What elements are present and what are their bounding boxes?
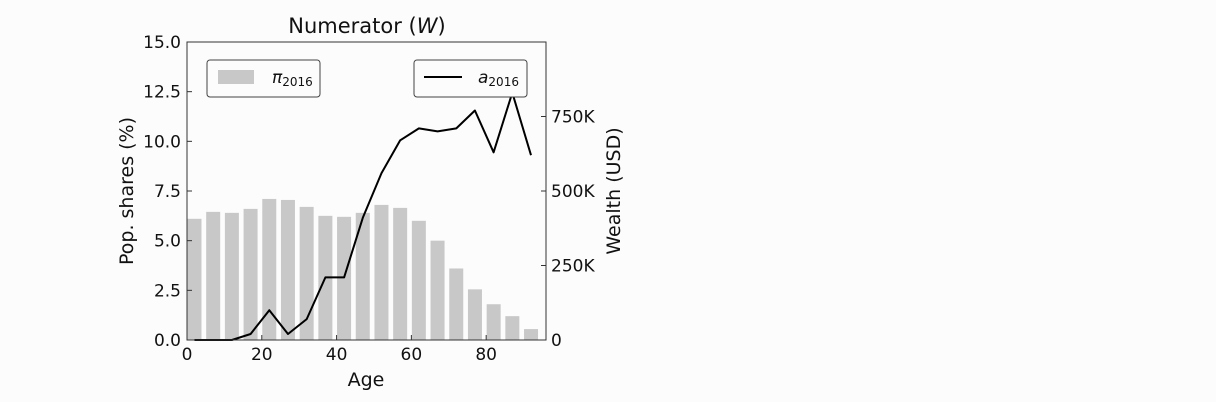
legend-bars-label: π2016 — [272, 68, 313, 89]
line-series — [194, 91, 532, 341]
right-y-axis: 0 250K 500K 750K — [541, 108, 595, 351]
bar — [486, 304, 501, 340]
bar — [299, 206, 314, 340]
x-tick-label: 40 — [326, 345, 348, 365]
x-tick-label: 0 — [182, 345, 193, 365]
bar-series — [187, 198, 539, 340]
bar — [355, 212, 370, 340]
bar — [224, 212, 239, 340]
bar — [337, 216, 352, 340]
legend-bars-swatch — [218, 70, 254, 84]
y-left-tick-label: 15.0 — [143, 33, 181, 53]
y-right-tick-label: 500K — [551, 182, 595, 202]
y-right-tick-label: 250K — [551, 257, 595, 277]
legend-line-label: a2016 — [478, 68, 519, 89]
right-y-axis-label: Wealth (USD) — [603, 127, 625, 254]
x-axis: 0 20 40 60 80 — [182, 335, 497, 365]
bar — [374, 204, 389, 340]
bar — [393, 207, 408, 340]
x-tick-label: 20 — [251, 345, 273, 365]
bar — [449, 268, 464, 340]
left-y-axis: 0.0 2.5 5.0 7.5 10.0 12.5 15.0 — [143, 33, 192, 351]
y-left-tick-label: 5.0 — [154, 232, 181, 252]
bar — [467, 289, 482, 340]
left-y-axis-label: Pop. shares (%) — [116, 117, 138, 265]
y-right-tick-label: 0 — [551, 331, 562, 351]
chart-title: Numerator (W) — [288, 14, 445, 38]
x-axis-label: Age — [348, 369, 385, 391]
legend-line-box — [413, 59, 528, 98]
x-tick-label: 80 — [475, 345, 497, 365]
legend-line: a2016 — [413, 59, 528, 98]
bar — [206, 211, 221, 340]
bar — [505, 316, 520, 340]
bar — [280, 199, 295, 340]
bar — [430, 240, 445, 340]
x-tick-label: 60 — [401, 345, 423, 365]
bar — [187, 218, 202, 340]
y-left-tick-label: 12.5 — [143, 83, 181, 103]
legend-bars-box — [206, 59, 321, 98]
y-right-tick-label: 750K — [551, 108, 595, 128]
bar — [524, 329, 539, 340]
wealth-line — [194, 91, 532, 341]
bar — [243, 208, 258, 340]
bar — [262, 198, 277, 340]
bar — [411, 220, 426, 340]
y-left-tick-label: 7.5 — [154, 182, 181, 202]
y-left-tick-label: 2.5 — [154, 281, 181, 301]
y-left-tick-label: 10.0 — [143, 132, 181, 152]
legend-bars: π2016 — [206, 59, 321, 98]
y-left-tick-label: 0.0 — [154, 331, 181, 351]
